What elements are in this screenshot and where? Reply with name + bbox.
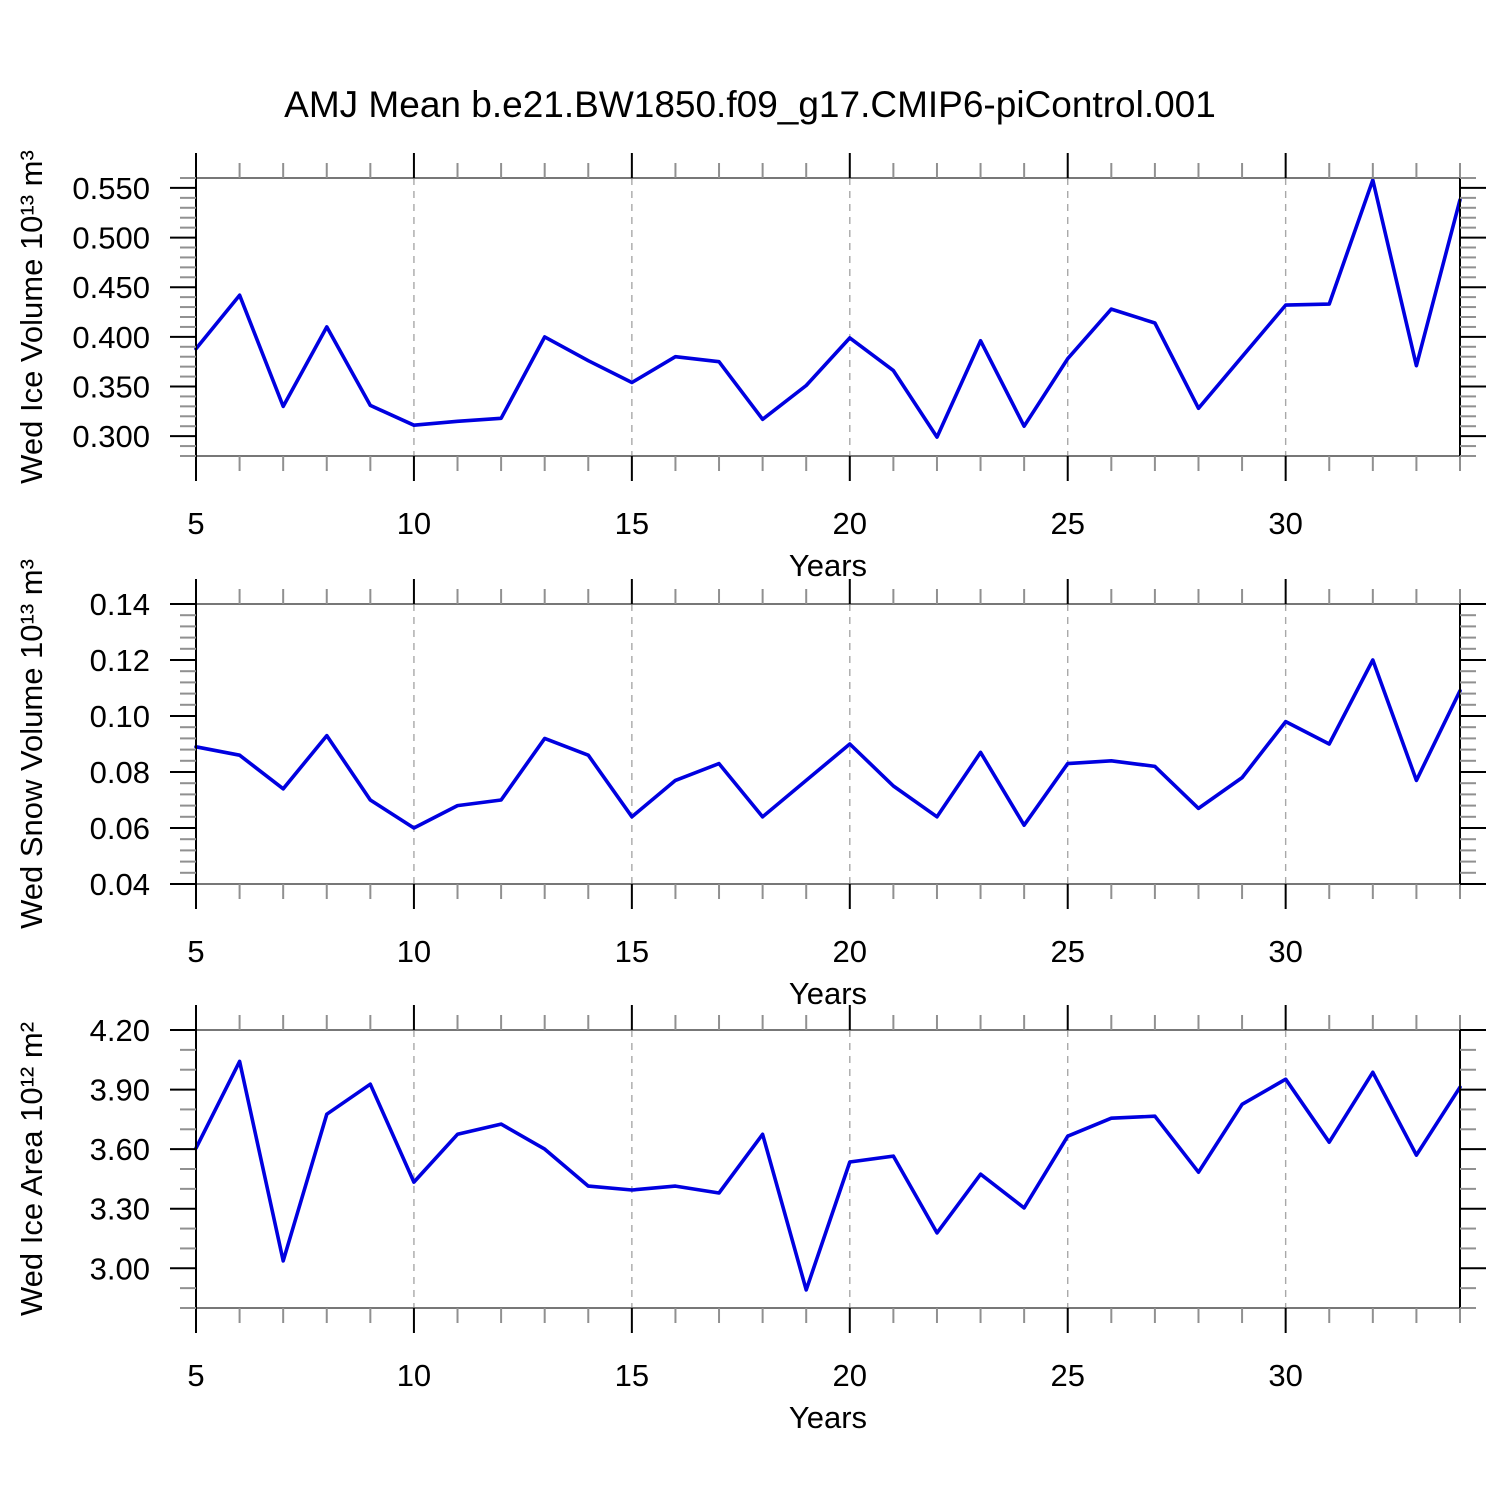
y-tick-label: 0.450 xyxy=(72,270,150,305)
y-tick-label: 0.10 xyxy=(90,699,150,734)
y-tick-label: 0.04 xyxy=(90,867,150,902)
y-tick-label: 4.20 xyxy=(90,1013,150,1048)
y-tick-label: 0.14 xyxy=(90,587,150,622)
x-tick-label: 5 xyxy=(187,506,204,541)
y-tick-label: 0.12 xyxy=(90,643,150,678)
y-tick-label: 3.00 xyxy=(90,1251,150,1286)
x-tick-label: 5 xyxy=(187,934,204,969)
x-tick-label: 10 xyxy=(397,1358,431,1393)
x-tick-label: 20 xyxy=(833,1358,867,1393)
y-tick-label: 0.300 xyxy=(72,419,150,454)
x-tick-label: 30 xyxy=(1268,934,1302,969)
data-line-ice-volume xyxy=(194,178,1462,439)
x-tick-label: 10 xyxy=(397,506,431,541)
y-axis-title: Wed Snow Volume 10¹³ m³ xyxy=(14,559,49,929)
y-tick-label: 0.06 xyxy=(90,811,150,846)
y-tick-label: 3.90 xyxy=(90,1073,150,1108)
x-tick-label: 20 xyxy=(833,506,867,541)
chart-title: AMJ Mean b.e21.BW1850.f09_g17.CMIP6-piCo… xyxy=(284,84,1216,125)
x-tick-label: 20 xyxy=(833,934,867,969)
x-axis-title: Years xyxy=(789,1400,867,1435)
x-tick-label: 15 xyxy=(615,506,649,541)
y-axis-title: Wed Ice Volume 10¹³ m³ xyxy=(14,150,49,484)
y-tick-label: 0.350 xyxy=(72,370,150,405)
y-tick-label: 3.60 xyxy=(90,1132,150,1167)
x-tick-label: 15 xyxy=(615,934,649,969)
x-tick-label: 30 xyxy=(1268,1358,1302,1393)
x-tick-label: 15 xyxy=(615,1358,649,1393)
y-axis-title: Wed Ice Area 10¹² m² xyxy=(14,1022,49,1316)
y-tick-label: 0.500 xyxy=(72,221,150,256)
x-tick-label: 25 xyxy=(1050,506,1084,541)
x-tick-label: 25 xyxy=(1050,934,1084,969)
x-tick-label: 30 xyxy=(1268,506,1302,541)
x-tick-label: 5 xyxy=(187,1358,204,1393)
y-tick-label: 0.08 xyxy=(90,755,150,790)
data-line-ice-area xyxy=(194,1059,1462,1292)
x-axis-title: Years xyxy=(789,548,867,583)
x-tick-label: 25 xyxy=(1050,1358,1084,1393)
y-tick-label: 0.550 xyxy=(72,171,150,206)
y-tick-label: 3.30 xyxy=(90,1192,150,1227)
y-tick-label: 0.400 xyxy=(72,320,150,355)
data-line-snow-volume xyxy=(194,658,1462,830)
x-tick-label: 10 xyxy=(397,934,431,969)
x-axis-title: Years xyxy=(789,976,867,1011)
